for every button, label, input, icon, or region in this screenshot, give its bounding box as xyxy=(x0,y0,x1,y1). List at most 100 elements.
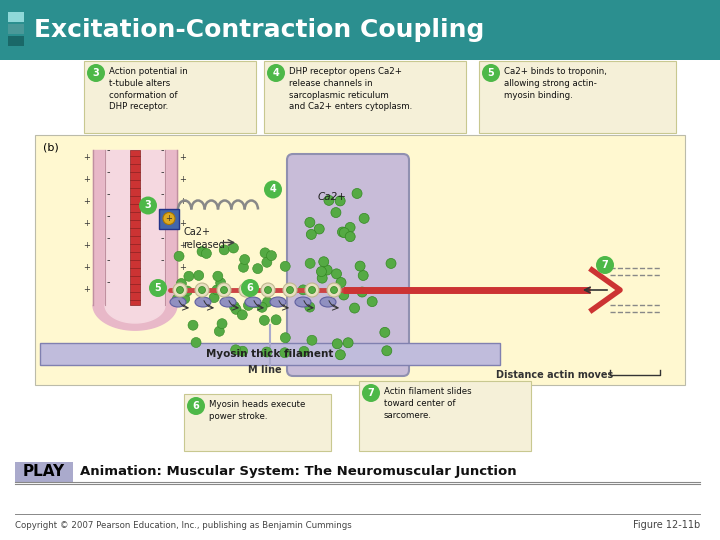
Circle shape xyxy=(324,195,334,205)
Circle shape xyxy=(327,283,341,297)
Text: -: - xyxy=(107,211,109,221)
Ellipse shape xyxy=(170,297,186,307)
Circle shape xyxy=(318,273,327,283)
Circle shape xyxy=(380,327,390,338)
Circle shape xyxy=(264,287,271,294)
Text: Action potential in
t-tubule alters
conformation of
DHP receptor.: Action potential in t-tubule alters conf… xyxy=(109,67,188,111)
Text: -: - xyxy=(107,277,109,287)
Circle shape xyxy=(250,298,260,308)
Text: Excitation-Contraction Coupling: Excitation-Contraction Coupling xyxy=(34,18,485,42)
Circle shape xyxy=(259,315,269,325)
Circle shape xyxy=(172,294,182,304)
Circle shape xyxy=(194,271,204,280)
Circle shape xyxy=(305,302,315,312)
Circle shape xyxy=(345,232,355,242)
Circle shape xyxy=(283,283,297,297)
Text: -: - xyxy=(107,233,109,243)
FancyBboxPatch shape xyxy=(0,0,720,60)
Circle shape xyxy=(257,302,267,312)
Circle shape xyxy=(305,218,315,227)
Circle shape xyxy=(149,279,167,297)
Text: +: + xyxy=(179,153,186,163)
Circle shape xyxy=(220,287,228,294)
Text: -: - xyxy=(161,189,163,199)
Circle shape xyxy=(322,265,332,275)
Circle shape xyxy=(202,248,212,259)
Circle shape xyxy=(331,269,341,279)
Circle shape xyxy=(299,346,309,356)
Text: +: + xyxy=(84,219,91,228)
Circle shape xyxy=(336,278,346,287)
Polygon shape xyxy=(105,305,165,323)
Circle shape xyxy=(382,346,392,356)
Circle shape xyxy=(338,290,348,300)
Circle shape xyxy=(306,230,316,239)
Text: 5: 5 xyxy=(155,283,161,293)
Circle shape xyxy=(298,285,308,295)
Text: 3: 3 xyxy=(145,200,151,211)
Text: Actin filament slides
toward center of
sarcomere.: Actin filament slides toward center of s… xyxy=(384,387,472,420)
Circle shape xyxy=(253,264,263,274)
FancyBboxPatch shape xyxy=(159,208,179,228)
Circle shape xyxy=(307,335,317,345)
FancyBboxPatch shape xyxy=(8,36,24,46)
Circle shape xyxy=(239,283,253,297)
Circle shape xyxy=(305,283,319,297)
Circle shape xyxy=(260,248,270,258)
FancyBboxPatch shape xyxy=(84,61,256,133)
Text: 7: 7 xyxy=(368,388,374,398)
Ellipse shape xyxy=(295,297,311,307)
Circle shape xyxy=(188,320,198,330)
Polygon shape xyxy=(93,305,177,330)
Text: +: + xyxy=(179,198,186,206)
Circle shape xyxy=(345,222,355,232)
Circle shape xyxy=(367,296,377,307)
Text: +: + xyxy=(84,198,91,206)
Circle shape xyxy=(238,346,248,356)
Circle shape xyxy=(359,271,368,280)
Circle shape xyxy=(195,283,209,297)
Circle shape xyxy=(331,207,341,218)
Text: +: + xyxy=(179,264,186,273)
Circle shape xyxy=(305,258,315,268)
Text: +: + xyxy=(179,176,186,185)
Circle shape xyxy=(241,279,259,297)
Circle shape xyxy=(386,259,396,268)
Circle shape xyxy=(163,213,175,225)
Text: 3: 3 xyxy=(93,68,99,78)
Text: Myosin thick filament: Myosin thick filament xyxy=(207,349,333,359)
FancyBboxPatch shape xyxy=(184,394,331,451)
FancyBboxPatch shape xyxy=(35,135,685,385)
Circle shape xyxy=(280,261,290,271)
Text: -: - xyxy=(107,167,109,177)
Text: 4: 4 xyxy=(273,68,279,78)
Ellipse shape xyxy=(270,297,286,307)
Circle shape xyxy=(352,188,362,199)
Circle shape xyxy=(596,256,614,274)
Text: +: + xyxy=(179,286,186,294)
Text: -: - xyxy=(107,145,109,155)
Circle shape xyxy=(355,261,365,271)
Circle shape xyxy=(217,319,227,329)
Circle shape xyxy=(339,228,349,238)
Text: Distance actin moves: Distance actin moves xyxy=(496,370,613,380)
Text: Animation: Muscular System: The Neuromuscular Junction: Animation: Muscular System: The Neuromus… xyxy=(80,465,517,478)
Circle shape xyxy=(266,251,276,261)
Text: -: - xyxy=(161,255,163,265)
Circle shape xyxy=(271,315,281,325)
Text: 6: 6 xyxy=(193,401,199,411)
FancyBboxPatch shape xyxy=(264,61,466,133)
Text: -: - xyxy=(107,255,109,265)
Circle shape xyxy=(362,384,380,402)
Circle shape xyxy=(263,297,272,307)
Ellipse shape xyxy=(320,297,336,307)
Circle shape xyxy=(191,338,201,348)
Circle shape xyxy=(314,224,324,234)
Circle shape xyxy=(176,287,184,294)
FancyBboxPatch shape xyxy=(287,154,409,376)
Text: +: + xyxy=(179,241,186,251)
Circle shape xyxy=(338,227,348,237)
Circle shape xyxy=(209,293,219,302)
Text: Ca2+: Ca2+ xyxy=(318,192,347,202)
Text: Copyright © 2007 Pearson Education, Inc., publishing as Benjamin Cummings: Copyright © 2007 Pearson Education, Inc.… xyxy=(15,521,352,530)
